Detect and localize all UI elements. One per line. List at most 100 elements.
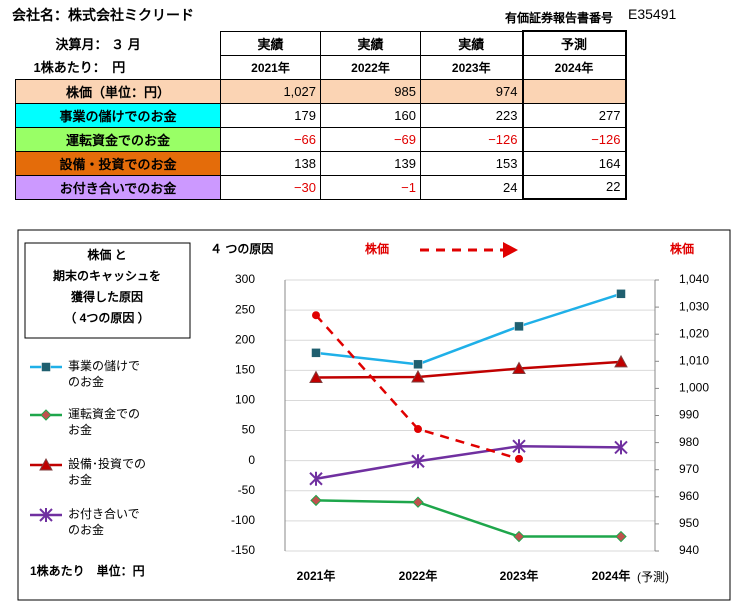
- cell: −30: [220, 174, 321, 200]
- marker: [615, 530, 627, 543]
- y-tick-label: -100: [231, 513, 255, 527]
- x-tick-label: 2021年: [297, 568, 336, 583]
- y-tick-label: 150: [235, 363, 255, 377]
- marker: [411, 369, 425, 383]
- series-line: [315, 360, 622, 379]
- x-tick-label: 2023年: [500, 568, 539, 583]
- y-tick-label: -50: [238, 483, 256, 497]
- series-line: [315, 292, 622, 366]
- row-label: 株価（単位：円）: [15, 78, 221, 104]
- cell: −126: [420, 126, 523, 152]
- cell: 24: [420, 174, 523, 200]
- marker: [513, 530, 525, 543]
- column-head: 予測: [521, 30, 627, 56]
- legend-title: （ 4つの原因 ）: [64, 310, 149, 325]
- legend-label: 運転資金でのお金: [68, 407, 141, 437]
- company: 会社名：株式会社ミクリード: [12, 7, 194, 23]
- marker: [309, 471, 323, 486]
- y2-tick-label: 1,000: [679, 381, 709, 395]
- y2-tick-label: 1,020: [679, 326, 709, 340]
- y-tick-label: 50: [242, 423, 256, 437]
- row: 株価（単位：円） 1,027 985 974: [15, 78, 627, 104]
- cell: 138: [220, 150, 321, 176]
- y-tick-label: 300: [235, 272, 255, 286]
- cell: 985: [320, 78, 421, 104]
- series-line: [315, 444, 622, 480]
- marker: [39, 457, 53, 471]
- legend-title-box: [24, 242, 191, 339]
- marker: [614, 440, 628, 455]
- row: 設備・投資でのお金 138 139 153 164: [15, 150, 627, 176]
- x-tick-label: 2024年: [592, 568, 631, 583]
- cell: 223: [420, 102, 523, 128]
- cell: −126: [521, 126, 627, 152]
- year: 2021年: [220, 54, 321, 80]
- y2-tick-label: 950: [679, 516, 699, 530]
- cell: 22: [521, 174, 627, 200]
- row-label: 設備・投資でのお金: [15, 150, 221, 176]
- year: 2022年: [320, 54, 421, 80]
- marker: [614, 354, 628, 368]
- x-note: (予測): [637, 570, 669, 584]
- y-tick-label: 200: [235, 332, 255, 346]
- cell: 160: [320, 102, 421, 128]
- marker: [309, 370, 323, 384]
- marker: [414, 425, 422, 434]
- legend-title: 株価 と: [87, 247, 126, 262]
- column-head: 実績: [220, 30, 321, 56]
- unit-label: 1株あたり： 円: [33, 60, 126, 76]
- legend-title: 期末のキャッシュを: [53, 268, 161, 283]
- cell: 277: [521, 102, 627, 128]
- row-label: お付き合いでのお金: [15, 174, 221, 200]
- cell: 974: [420, 78, 523, 104]
- row: 運転資金でのお金 −66 −69 −126 −126: [15, 126, 627, 152]
- marker: [515, 454, 523, 463]
- year: 2024年: [521, 54, 627, 80]
- column-head: 実績: [320, 30, 421, 56]
- row: 事業の儲けでのお金 179 160 223 277: [15, 102, 627, 128]
- series-line: [315, 314, 520, 461]
- subtitle: ４ つの原因: [210, 241, 273, 256]
- column-head: 実績: [420, 30, 523, 56]
- y2-tick-label: 1,010: [679, 353, 709, 367]
- marker: [310, 494, 322, 507]
- footnote: 1株あたり 単位：円: [30, 563, 145, 578]
- marker: [311, 348, 321, 358]
- y2-tick-label: 960: [679, 489, 699, 503]
- y2-tick-label: 1,040: [679, 272, 709, 286]
- marker: [39, 508, 53, 522]
- y2-tick-label: 940: [679, 543, 699, 557]
- legend-label: 事業の儲けでのお金: [68, 359, 141, 389]
- marker: [512, 439, 526, 454]
- cell: 164: [521, 150, 627, 176]
- arrow-label: 株価: [365, 241, 389, 256]
- row-label: 運転資金でのお金: [15, 126, 221, 152]
- marker: [413, 359, 423, 370]
- row-label: 事業の儲けでのお金: [15, 102, 221, 128]
- cell: 1,027: [220, 78, 321, 104]
- marker: [412, 496, 424, 508]
- legend-title: 獲得した原因: [71, 289, 143, 304]
- y-tick-label: 0: [248, 453, 255, 467]
- header-row: 決算月： ３ 月実績 実績 実績 予測: [16, 30, 627, 56]
- table: 決算月： ３ 月実績 実績 実績 予測 1株あたり： 円 2021年 2022年 2023年 2…: [15, 30, 627, 200]
- y2-tick-label: 990: [679, 408, 699, 422]
- y2-tick-label: 1,030: [679, 299, 709, 313]
- cell: [521, 78, 627, 104]
- y-tick-label: 250: [235, 302, 255, 316]
- marker: [514, 321, 524, 332]
- cell: −69: [320, 126, 421, 152]
- cell: 179: [220, 102, 321, 128]
- cell: 139: [320, 150, 421, 176]
- arrow-head: [503, 242, 518, 258]
- series-line: [315, 499, 621, 538]
- report-label: 有価証券報告書番号: [505, 11, 614, 25]
- y-tick-label: 100: [235, 393, 255, 407]
- month-label: 決算月： ３ 月: [55, 36, 141, 52]
- marker: [411, 454, 425, 469]
- marker: [512, 361, 526, 375]
- marker: [41, 362, 51, 372]
- y2-tick-label: 980: [679, 435, 699, 449]
- y-tick-label: -150: [231, 543, 255, 557]
